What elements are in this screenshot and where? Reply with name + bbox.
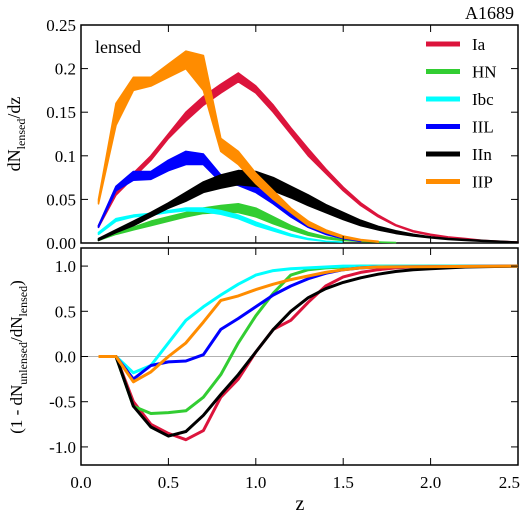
- top-ytick-label: 0.1: [55, 147, 76, 166]
- line-ibc: [98, 264, 518, 375]
- bottom-xtick-label: 2.5: [499, 473, 520, 492]
- line-iin: [98, 264, 519, 438]
- bottom-ylabel-c: ): [7, 280, 26, 286]
- top-ytick-label: 0.25: [46, 16, 76, 35]
- legend: Ia HN Ibc IIL IIn IIP: [426, 35, 497, 192]
- bottom-xtick-label: 2.0: [420, 473, 441, 492]
- bottom-xtick-label: 1.0: [245, 473, 266, 492]
- top-plot-frame: [80, 24, 519, 244]
- legend-label-iil: IIL: [472, 118, 494, 137]
- bottom-ylabel-sub2: lensed: [16, 286, 30, 317]
- top-ticks: 0.00 0.05 0.1 0.15 0.2 0.25: [46, 16, 519, 253]
- top-ytick-label: 0.00: [46, 234, 76, 253]
- bottom-ytick-label: -1.0: [49, 438, 76, 457]
- bottom-ylabel-a: (1 - dN: [7, 385, 26, 434]
- top-ylabel-main: dN: [4, 149, 24, 171]
- line-hn: [98, 264, 518, 415]
- bottom-ytick-label: 1.0: [55, 257, 76, 276]
- bottom-ylabel-sub1: unlensed: [16, 342, 30, 385]
- top-ylabel-tail: /dz: [4, 97, 24, 119]
- legend-label-iin: IIn: [472, 145, 492, 164]
- bottom-y-axis-label: (1 - dNunlensed/dNlensed): [7, 280, 30, 434]
- line-iip: [98, 264, 519, 384]
- bottom-panel: -1.0 -0.5 0.0 0.5 1.0 0.0 0.5 1.0 1.5 2.0 2.5 (1 -…: [7, 247, 520, 515]
- bottom-xtick-label: 0.0: [70, 473, 91, 492]
- top-ytick-label: 0.05: [46, 190, 76, 209]
- band-iip: [97, 50, 380, 243]
- bottom-ticks: -1.0 -0.5 0.0 0.5 1.0 0.0 0.5 1.0 1.5 2.0 2.5: [49, 248, 520, 492]
- top-bands: [97, 50, 519, 244]
- panel-label: lensed: [95, 37, 141, 57]
- bottom-ytick-label: -0.5: [49, 393, 76, 412]
- bottom-ylabel-b: /dN: [7, 317, 26, 343]
- bottom-xtick-label: 1.5: [333, 473, 354, 492]
- x-axis-label: z: [296, 493, 305, 515]
- top-ytick-label: 0.15: [46, 103, 76, 122]
- band-iin: [97, 169, 519, 243]
- band-iil: [97, 150, 362, 243]
- legend-label-hn: HN: [472, 63, 497, 82]
- top-panel: 0.00 0.05 0.1 0.15 0.2 0.25 A1689 lensed Ia HN…: [4, 3, 519, 253]
- legend-label-ibc: Ibc: [472, 90, 494, 109]
- bottom-lines: [98, 264, 519, 442]
- top-ytick-label: 0.2: [55, 60, 76, 79]
- band-ibc: [97, 207, 345, 243]
- legend-label-iip: IIP: [472, 173, 493, 192]
- legend-label-ia: Ia: [472, 35, 486, 54]
- bottom-ytick-label: 0.5: [55, 302, 76, 321]
- top-y-axis-label: dNlensed/dz: [4, 97, 28, 172]
- bottom-ytick-label: 0.0: [55, 348, 76, 367]
- bottom-xtick-label: 0.5: [158, 473, 179, 492]
- corner-label: A1689: [465, 3, 514, 23]
- top-ylabel-sub: lensed: [14, 119, 28, 150]
